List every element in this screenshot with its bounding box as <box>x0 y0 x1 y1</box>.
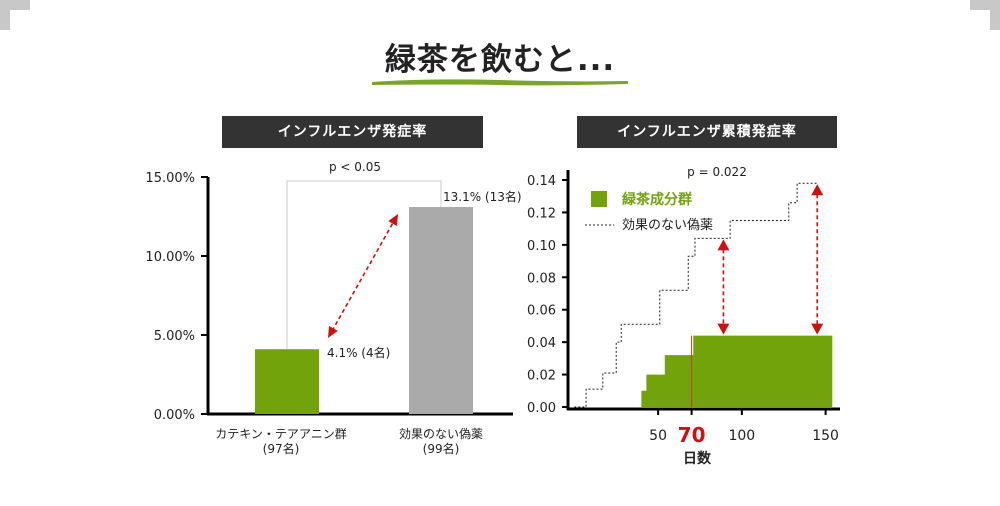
bar-category-count: (99名) <box>423 441 460 456</box>
left-chart-label: インフルエンザ発症率 <box>222 116 483 148</box>
comparison-arrow-head-down <box>328 325 338 338</box>
bar-0 <box>255 349 319 414</box>
bar-y-tick-label: 10.00% <box>145 250 195 265</box>
bar-y-tick-label: 5.00% <box>154 329 195 344</box>
page-title: 緑茶を飲むと... <box>384 42 616 78</box>
comparison-arrow-head-up <box>388 214 398 227</box>
bar-y-tick-label: 0.00% <box>154 408 195 423</box>
bar-category-label: カテキン・テアアニン群 <box>215 427 346 441</box>
bar-value-label: 13.1% (13名) <box>443 189 522 204</box>
right-chart-label: インフルエンザ累積発症率 <box>577 116 837 148</box>
comparison-arrow-line <box>331 220 395 332</box>
corner-bracket-top-right <box>970 0 1000 30</box>
bar-category-count: (97名) <box>263 441 300 456</box>
bar-y-tick-label: 15.00% <box>145 171 195 186</box>
bar-category-label: 効果のない偽薬 <box>399 426 483 441</box>
bar-significance-label: p < 0.05 <box>329 160 381 174</box>
bar-1 <box>409 207 473 414</box>
bar-value-label: 4.1% (4名) <box>327 345 390 360</box>
significance-bracket <box>286 180 442 350</box>
green-brush-underline <box>372 79 628 86</box>
corner-bracket-top-left <box>0 0 30 30</box>
